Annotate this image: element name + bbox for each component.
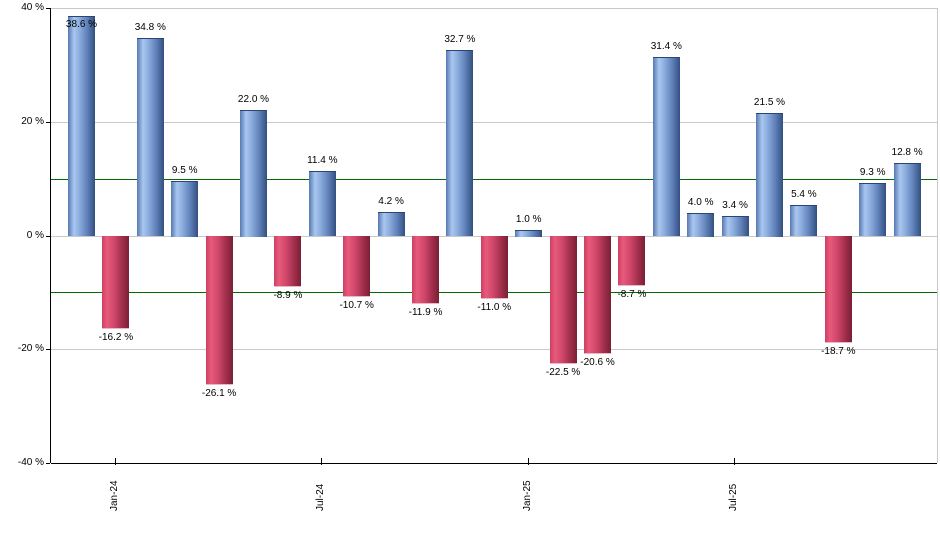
bar-Aug-25	[756, 113, 783, 237]
bar-Oct-24	[412, 235, 439, 305]
bar-value-label: -8.7 %	[617, 288, 647, 300]
x-axis-tick	[527, 458, 529, 465]
y-tick-label: 0 %	[26, 229, 44, 241]
y-tick-label: 40 %	[21, 2, 44, 13]
bar-value-label: 22.0 %	[237, 94, 270, 106]
y-tick-label: 20 %	[21, 115, 44, 127]
x-axis-tick	[321, 458, 323, 465]
x-axis-tick	[114, 458, 116, 465]
bar-Nov-24	[446, 49, 474, 237]
bar-Feb-24	[136, 37, 164, 237]
bar-value-label: -16.2 %	[98, 331, 134, 343]
bar-value-label: -11.9 %	[408, 307, 443, 319]
y-tick-label: -20 %	[17, 343, 44, 355]
plot-area: 38.6 % -16.2 % 34.8 % 9.5 % -26.1 % 22.0 % -8.…	[50, 8, 938, 464]
gridline	[51, 121, 937, 123]
bar-Aug-24	[343, 235, 371, 298]
bar-Apr-24	[205, 235, 233, 385]
bar-Dec-25	[893, 162, 921, 237]
bar-Nov-25	[859, 182, 887, 237]
x-tick-label: Jan-25	[521, 480, 533, 511]
y-axis-tick	[46, 235, 50, 237]
bar-Jul-25	[721, 216, 749, 237]
bar-Jul-24	[308, 170, 336, 237]
bar-Feb-25	[549, 235, 577, 365]
y-tick-label: -40 %	[17, 457, 44, 468]
bar-Apr-25	[618, 235, 646, 286]
bar-value-label: 3.4 %	[722, 200, 748, 212]
bar-value-label: 9.5 %	[171, 165, 198, 177]
bar-value-label: -8.9 %	[273, 290, 303, 302]
bar-value-label: 5.4 %	[791, 188, 817, 200]
bar-Dec-24	[480, 235, 508, 300]
bar-Dec-23	[68, 15, 95, 237]
bar-value-label: 31.4 %	[650, 40, 682, 52]
bar-value-label: 11.4 %	[307, 154, 338, 166]
bar-value-label: 34.8 %	[134, 21, 166, 33]
bar-Jan-24	[102, 235, 130, 329]
bar-value-label: 21.5 %	[753, 97, 786, 109]
bar-May-24	[240, 110, 267, 237]
y-axis-tick	[46, 349, 50, 351]
y-axis-tick	[46, 8, 50, 9]
x-axis-tick	[734, 458, 736, 465]
bar-May-25	[652, 56, 680, 237]
bar-value-label: -26.1 %	[201, 387, 237, 399]
x-axis-line	[51, 463, 937, 464]
gridline	[51, 349, 937, 351]
bar-value-label: 9.3 %	[859, 166, 886, 178]
bar-Jan-25	[515, 229, 543, 237]
bar-value-label: 4.0 %	[687, 196, 714, 208]
bar-Sep-25	[790, 204, 818, 237]
bar-value-label: 38.6 %	[65, 18, 98, 30]
bar-Jun-24	[274, 235, 302, 288]
bar-value-label: -22.5 %	[545, 367, 581, 379]
bar-Mar-24	[171, 181, 199, 237]
reference-line	[51, 178, 937, 180]
bar-Jun-25	[687, 212, 715, 237]
bar-Sep-24	[377, 211, 405, 237]
bar-value-label: 4.2 %	[378, 195, 404, 207]
bar-value-label: 1.0 %	[515, 213, 542, 225]
x-tick-label: Jul-25	[728, 483, 740, 511]
gridline	[51, 8, 937, 9]
y-axis-tick	[46, 463, 50, 464]
bar-Oct-25	[824, 235, 852, 343]
bar-Mar-25	[584, 235, 611, 354]
bar-value-label: 32.7 %	[444, 33, 476, 45]
x-tick-label: Jan-24	[108, 480, 120, 511]
bar-value-label: -10.7 %	[339, 300, 374, 312]
bar-value-label: 12.8 %	[891, 146, 923, 158]
bar-value-label: -11.0 %	[477, 302, 512, 314]
bar-value-label: -20.6 %	[580, 356, 615, 368]
bar-value-label: -18.7 %	[821, 345, 856, 357]
y-axis-tick	[46, 121, 50, 123]
x-tick-label: Jul-24	[315, 483, 327, 511]
